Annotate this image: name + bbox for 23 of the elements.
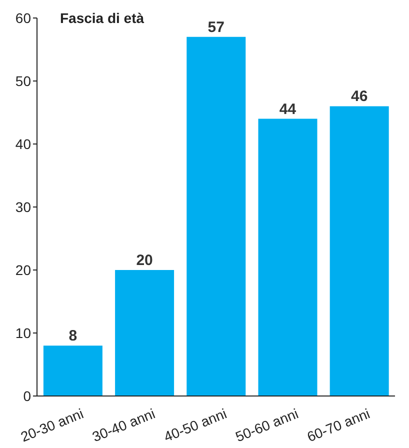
x-tick-label: 60-70 anni <box>304 405 372 445</box>
y-tick-label: 60 <box>15 10 32 26</box>
bar <box>115 270 174 396</box>
bar <box>330 106 389 396</box>
y-tick-label: 40 <box>15 136 32 152</box>
chart-title: Fascia di età <box>60 10 144 26</box>
data-label: 46 <box>351 88 368 106</box>
bar <box>258 118 318 396</box>
data-label: 44 <box>279 100 297 118</box>
bar <box>43 346 102 396</box>
x-tick-label: 50-60 anni <box>233 405 300 445</box>
y-tick-label: 30 <box>15 198 32 215</box>
data-label: 57 <box>208 18 224 36</box>
data-label: 8 <box>68 328 78 345</box>
bar <box>186 36 246 396</box>
y-tick-label: 20 <box>15 262 32 278</box>
y-tick-label: 0 <box>23 388 32 404</box>
y-tick-label: 10 <box>15 324 32 341</box>
x-tick-label: 40-50 anni <box>162 405 229 445</box>
x-tick-label: 30-40 anni <box>90 405 158 445</box>
y-tick-label: 50 <box>15 72 32 89</box>
x-tick-label: 20-30 anni <box>18 405 86 445</box>
data-label: 20 <box>136 252 153 269</box>
